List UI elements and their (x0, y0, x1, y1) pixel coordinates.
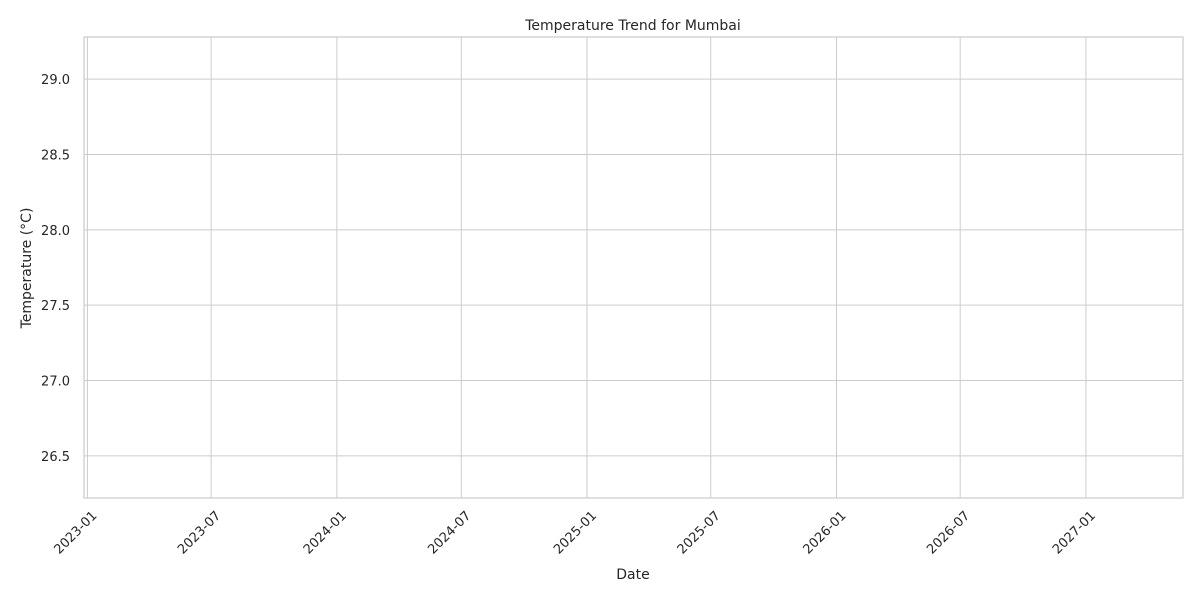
x-tick-label: 2023-07 (175, 508, 224, 557)
chart-title: Temperature Trend for Mumbai (524, 18, 741, 34)
y-tick-label: 27.5 (41, 299, 70, 314)
y-axis-label: Temperature (°C) (19, 208, 35, 330)
x-tick-label: 2024-01 (301, 508, 350, 557)
x-tick-label: 2026-01 (801, 508, 850, 557)
y-tick-label: 28.0 (41, 224, 70, 239)
y-tick-label: 28.5 (41, 149, 70, 164)
x-axis-label: Date (616, 567, 649, 583)
x-tick-label: 2026-07 (924, 508, 973, 557)
x-tick-label: 2023-01 (51, 508, 100, 557)
grid-layer (84, 37, 1183, 498)
y-tick-label: 27.0 (41, 374, 70, 389)
y-tick-label: 26.5 (41, 450, 70, 465)
x-tick-label: 2024-07 (425, 508, 474, 557)
y-tick-label: 29.0 (41, 73, 70, 88)
plot-frame (83, 36, 1184, 499)
x-tick-label: 2025-07 (675, 508, 724, 557)
x-tick-labels: 2023-01 2023-07 2024-01 2024-07 2025-01 2025-… (51, 508, 1099, 557)
x-tick-label: 2025-01 (551, 508, 600, 557)
x-tick-label: 2027-01 (1050, 508, 1099, 557)
y-tick-labels: 26.5 27.0 27.5 28.0 28.5 29.0 (41, 73, 70, 465)
